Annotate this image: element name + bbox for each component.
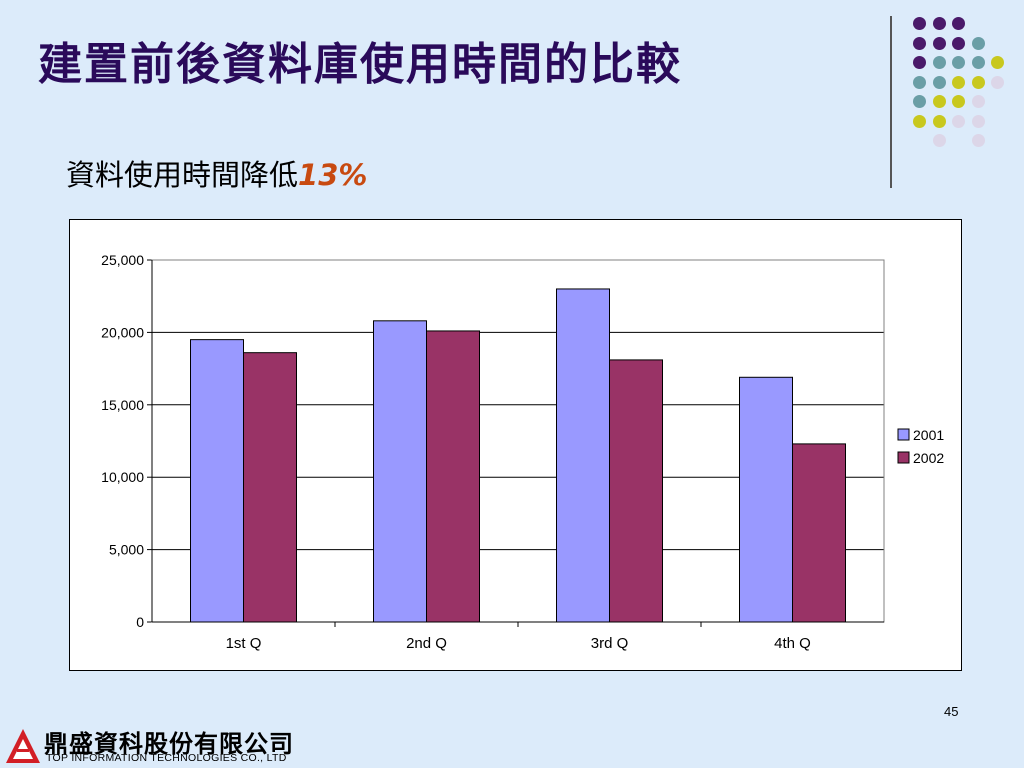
decorative-dot — [932, 36, 946, 50]
y-tick-label: 25,000 — [101, 252, 144, 268]
decorative-dot — [952, 36, 965, 50]
decorative-dot — [952, 75, 965, 89]
bar-2001 — [190, 339, 244, 623]
decorative-dot — [952, 95, 965, 108]
legend-swatch — [897, 451, 910, 464]
x-tick-label: 1st Q — [226, 635, 262, 652]
legend-swatch — [897, 428, 910, 441]
decorative-dot — [913, 75, 926, 89]
company-name-en: TOP INFORMATION TECHNOLOGIES CO., LTD — [46, 752, 287, 764]
y-tick-label: 20,000 — [101, 324, 144, 340]
decorative-dot — [932, 17, 946, 30]
x-tick-label: 4th Q — [774, 635, 811, 652]
bar-2002 — [426, 330, 480, 623]
decorative-dot — [991, 75, 1004, 89]
decorative-dot — [952, 114, 965, 128]
decorative-dot — [971, 134, 985, 147]
company-logo-icon — [6, 729, 40, 763]
decorative-dot — [932, 56, 946, 69]
decorative-divider — [890, 16, 892, 188]
decorative-dot — [932, 95, 946, 108]
x-tick-label: 3rd Q — [591, 635, 629, 652]
bar-2002 — [792, 443, 846, 623]
y-tick-label: 10,000 — [101, 469, 144, 485]
decorative-dot — [952, 17, 965, 30]
y-tick-label: 0 — [136, 614, 144, 630]
decorative-dot — [971, 114, 985, 128]
decorative-dot — [971, 95, 985, 108]
y-tick-label: 15,000 — [101, 397, 144, 413]
decorative-dot — [913, 56, 926, 69]
bar-2002 — [609, 359, 663, 623]
x-tick-label: 2nd Q — [406, 635, 447, 652]
bar-2002 — [243, 352, 297, 623]
slide-subtitle: 資料使用時間降低13% — [66, 152, 367, 194]
decorative-dot — [932, 75, 946, 89]
y-tick-label: 5,000 — [109, 542, 144, 558]
legend-label: 2002 — [913, 450, 944, 466]
company-name-cn: 鼎盛資科股份有限公司 — [44, 730, 294, 758]
decorative-dot — [913, 36, 926, 50]
decorative-dot — [932, 134, 946, 147]
decorative-dot — [913, 114, 926, 128]
decorative-dot — [991, 56, 1004, 69]
subtitle-text: 資料使用時間降低 — [66, 158, 299, 192]
decorative-dot — [913, 17, 926, 30]
decorative-dot — [971, 36, 985, 50]
decorative-dot — [932, 114, 946, 128]
decorative-dot — [913, 95, 926, 108]
page-number: 45 — [944, 704, 959, 719]
chart-frame: 0 5,000 10,000 15,000 20,000 25,000 1st Q 2nd Q… — [69, 219, 962, 671]
decorative-dot — [971, 56, 985, 69]
bar-2001 — [556, 288, 610, 623]
legend-label: 2001 — [913, 427, 944, 443]
bar-2001 — [373, 320, 427, 623]
decorative-dot — [971, 75, 985, 89]
bar-2001 — [739, 376, 793, 623]
slide-title: 建置前後資料庫使用時間的比較 — [38, 39, 682, 90]
bar-chart: 0 5,000 10,000 15,000 20,000 25,000 1st Q 2nd Q… — [101, 252, 944, 652]
subtitle-percentage: 13% — [298, 158, 368, 192]
decorative-dot — [952, 56, 965, 69]
